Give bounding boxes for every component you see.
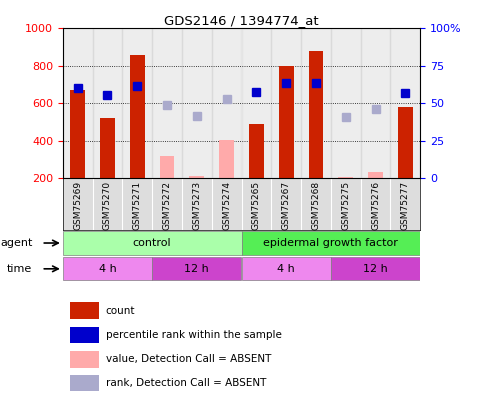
Bar — [301, 28, 331, 179]
Bar — [93, 28, 122, 179]
Text: GSM75268: GSM75268 — [312, 181, 320, 230]
Text: GSM75274: GSM75274 — [222, 181, 231, 230]
Bar — [189, 176, 204, 179]
Bar — [182, 28, 212, 179]
Bar — [249, 124, 264, 179]
Text: GSM75272: GSM75272 — [163, 181, 171, 230]
Text: rank, Detection Call = ABSENT: rank, Detection Call = ABSENT — [106, 378, 266, 388]
Text: value, Detection Call = ABSENT: value, Detection Call = ABSENT — [106, 354, 271, 364]
Bar — [398, 107, 413, 179]
Text: control: control — [133, 238, 171, 248]
Text: 4 h: 4 h — [99, 264, 116, 274]
Bar — [70, 375, 99, 391]
Bar — [130, 55, 145, 179]
Text: GSM75273: GSM75273 — [192, 181, 201, 230]
Title: GDS2146 / 1394774_at: GDS2146 / 1394774_at — [164, 14, 319, 27]
Text: time: time — [7, 264, 32, 274]
Text: GSM75271: GSM75271 — [133, 181, 142, 230]
Text: 4 h: 4 h — [277, 264, 295, 274]
Bar — [279, 66, 294, 179]
Bar — [70, 351, 99, 367]
Bar — [338, 177, 353, 179]
Bar — [63, 28, 93, 179]
Bar — [122, 28, 152, 179]
Text: GSM75270: GSM75270 — [103, 181, 112, 230]
Bar — [242, 28, 271, 179]
Bar — [242, 257, 331, 280]
Bar — [70, 90, 85, 179]
Text: agent: agent — [0, 238, 32, 248]
Bar — [390, 28, 420, 179]
Text: GSM75267: GSM75267 — [282, 181, 291, 230]
Bar — [212, 28, 242, 179]
Text: 12 h: 12 h — [363, 264, 388, 274]
Bar — [331, 28, 361, 179]
Text: GSM75277: GSM75277 — [401, 181, 410, 230]
Bar — [100, 118, 115, 179]
Bar — [309, 51, 324, 179]
Bar — [63, 231, 242, 255]
Text: epidermal growth factor: epidermal growth factor — [263, 238, 398, 248]
Bar — [159, 156, 174, 179]
Bar — [70, 327, 99, 343]
Bar — [152, 257, 242, 280]
Bar — [152, 28, 182, 179]
Text: GSM75265: GSM75265 — [252, 181, 261, 230]
Text: GSM75276: GSM75276 — [371, 181, 380, 230]
Bar — [63, 257, 152, 280]
Bar — [70, 303, 99, 319]
Bar — [361, 28, 390, 179]
Bar — [242, 231, 420, 255]
Bar — [219, 140, 234, 179]
Text: GSM75275: GSM75275 — [341, 181, 350, 230]
Bar — [271, 28, 301, 179]
Bar — [368, 172, 383, 179]
Text: percentile rank within the sample: percentile rank within the sample — [106, 330, 282, 340]
Bar — [331, 257, 420, 280]
Text: 12 h: 12 h — [185, 264, 209, 274]
Text: count: count — [106, 305, 135, 315]
Text: GSM75269: GSM75269 — [73, 181, 82, 230]
